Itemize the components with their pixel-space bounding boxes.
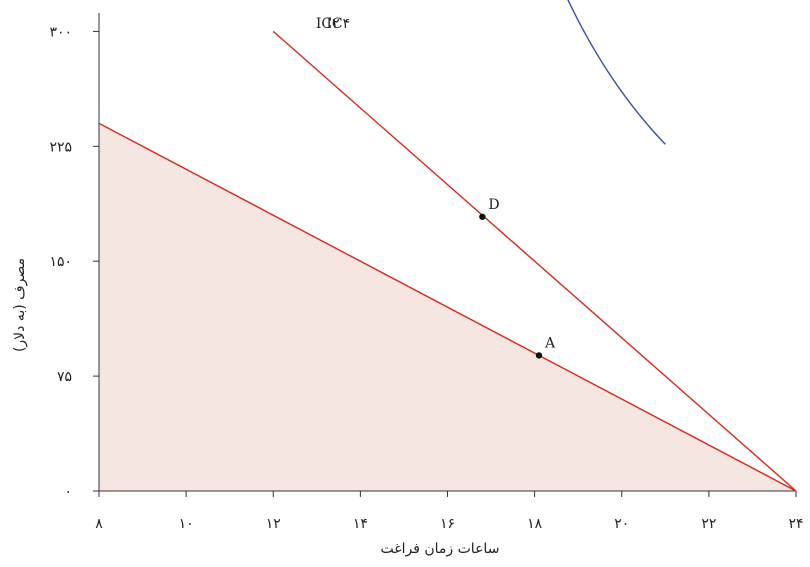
- x-tick-label: ۲۰: [614, 516, 629, 532]
- y-tick-label: ۳۰۰: [49, 24, 72, 40]
- x-tick-label: ۸: [95, 516, 103, 532]
- x-tick-label: ۱۰: [179, 516, 194, 532]
- x-tick-label: ۱۴: [353, 516, 368, 532]
- y-tick-label: ۰: [64, 484, 72, 500]
- point-a: [535, 352, 543, 359]
- axes-layer: ۸ ۱۰ ۱۲ ۱۴ ۱۶ ۱۸ ۲۰ ۲۲ ۲۴ ۰ ۷۵ ۱۵۰ ۲۲۵ ۳۰۰: [49, 13, 804, 532]
- indifference-curve-label: IC۲: [316, 16, 340, 32]
- point-d: [479, 213, 486, 220]
- indifference-curves-layer: [567, 0, 666, 145]
- x-tick-label: ۲۲: [701, 516, 716, 532]
- x-tick-label: ۲۴: [788, 516, 803, 532]
- point-label-d: D: [488, 197, 499, 213]
- x-tick-label: ۱۶: [440, 516, 455, 532]
- points-layer: [479, 213, 543, 359]
- x-tick-label: ۱۸: [527, 516, 543, 532]
- x-axis-title: ساعات زمان فراغت: [381, 541, 500, 557]
- budget-line-2: [272, 30, 797, 492]
- point-label-a: A: [544, 335, 556, 351]
- budget-line-1: [98, 122, 797, 492]
- x-tick-label: ۱۲: [266, 516, 281, 532]
- y-tick-label: ۱۵۰: [49, 254, 72, 270]
- y-tick-label: ۲۲۵: [49, 139, 72, 155]
- y-tick-label: ۷۵: [57, 369, 72, 385]
- indifference-curve-label: IC۴: [326, 16, 350, 32]
- y-axis-title: مصرف (به دلار): [12, 258, 28, 352]
- indifference-curve-2: [567, 0, 666, 145]
- budget-lines-layer: [98, 30, 797, 492]
